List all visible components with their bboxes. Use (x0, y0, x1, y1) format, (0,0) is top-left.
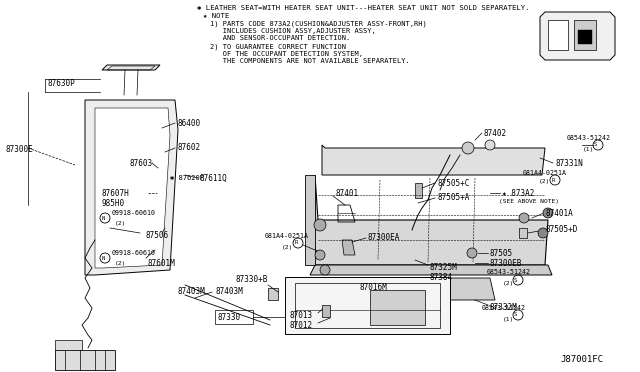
Bar (285, 277, 450, 334)
Text: 87505+A: 87505+A (437, 193, 469, 202)
Polygon shape (95, 108, 170, 268)
Polygon shape (322, 145, 545, 175)
Text: 08543-51242: 08543-51242 (482, 305, 526, 311)
Text: S: S (514, 278, 517, 282)
Text: 985H0: 985H0 (102, 199, 125, 208)
Text: R: R (552, 177, 556, 183)
Text: 1) PARTS CODE 873A2(CUSHION&ADJUSTER ASSY-FRONT,RH): 1) PARTS CODE 873A2(CUSHION&ADJUSTER ASS… (210, 21, 427, 27)
Circle shape (538, 228, 548, 238)
Text: 08543-51242: 08543-51242 (567, 135, 611, 141)
Text: AND SENSOR-OCCUPANT DETECTION.: AND SENSOR-OCCUPANT DETECTION. (210, 35, 350, 41)
Text: (1): (1) (583, 148, 595, 153)
Text: 86400: 86400 (178, 119, 201, 128)
Text: 87401: 87401 (335, 189, 358, 198)
Text: 87505+C: 87505+C (437, 179, 469, 187)
Circle shape (467, 248, 477, 258)
Text: 87602: 87602 (178, 144, 201, 153)
Text: ✱ LEATHER SEAT=WITH HEATER SEAT UNIT---HEATER SEAT UNIT NOT SOLD SEPARATELY.: ✱ LEATHER SEAT=WITH HEATER SEAT UNIT---H… (197, 5, 529, 11)
Bar (370, 290, 425, 325)
Text: (SEE ABOVE NOTE): (SEE ABOVE NOTE) (499, 199, 559, 205)
Text: 87403M: 87403M (178, 288, 205, 296)
Text: 09918-60610: 09918-60610 (112, 210, 156, 216)
Text: 87601M: 87601M (148, 259, 176, 267)
Text: 87630P: 87630P (47, 80, 75, 89)
Text: 87325M: 87325M (430, 263, 458, 273)
Polygon shape (342, 240, 355, 255)
Text: (2): (2) (115, 221, 126, 225)
Text: (2): (2) (503, 282, 515, 286)
Text: 87401A: 87401A (546, 208, 573, 218)
Text: 87505+D: 87505+D (546, 225, 579, 234)
Polygon shape (102, 65, 160, 70)
Polygon shape (540, 12, 615, 60)
Text: (2): (2) (282, 246, 293, 250)
Text: 87330+B: 87330+B (235, 276, 268, 285)
Text: (1): (1) (503, 317, 515, 323)
Circle shape (543, 208, 553, 218)
Text: 2) TO GUARANTEE CORRECT FUNCTION: 2) TO GUARANTEE CORRECT FUNCTION (210, 44, 346, 50)
Text: 87300EA: 87300EA (368, 234, 401, 243)
Bar (574, 20, 596, 50)
Bar (519, 228, 527, 238)
Polygon shape (315, 175, 548, 265)
Text: 87300E: 87300E (5, 145, 33, 154)
Text: 87300EB: 87300EB (490, 259, 522, 267)
Bar (548, 20, 568, 50)
Text: 87016M: 87016M (360, 283, 388, 292)
Text: 87603: 87603 (130, 158, 153, 167)
Text: 87506: 87506 (145, 231, 168, 240)
Text: 87505: 87505 (490, 248, 513, 257)
Polygon shape (435, 278, 495, 300)
Circle shape (519, 213, 529, 223)
Text: 08543-51242: 08543-51242 (487, 269, 531, 275)
Text: 87402: 87402 (484, 128, 507, 138)
Bar (215, 310, 253, 324)
Text: N: N (102, 215, 105, 221)
Text: (2): (2) (539, 180, 550, 185)
Text: S: S (514, 312, 517, 317)
Text: INCLUDES CUSHION ASSY,ADJUSTER ASSY,: INCLUDES CUSHION ASSY,ADJUSTER ASSY, (210, 28, 376, 34)
Polygon shape (268, 288, 278, 300)
Text: 09918-60610: 09918-60610 (112, 250, 156, 256)
Text: R: R (295, 241, 298, 246)
Text: (2): (2) (115, 260, 126, 266)
Circle shape (315, 250, 325, 260)
Text: 081A4-0251A: 081A4-0251A (523, 170, 567, 176)
Text: 87384: 87384 (430, 273, 453, 282)
Circle shape (320, 265, 330, 275)
Circle shape (462, 142, 474, 154)
Text: ✱ 87620P: ✱ 87620P (170, 175, 204, 181)
Text: ★ 873A2: ★ 873A2 (502, 189, 534, 198)
Text: 87611Q: 87611Q (200, 173, 228, 183)
Text: 87332M: 87332M (490, 304, 518, 312)
Text: S: S (594, 142, 597, 148)
Bar (322, 305, 330, 317)
Text: THE COMPONENTS ARE NOT AVAILABLE SEPARATELY.: THE COMPONENTS ARE NOT AVAILABLE SEPARAT… (210, 58, 410, 64)
Text: 87331N: 87331N (555, 158, 583, 167)
Circle shape (314, 219, 326, 231)
Polygon shape (305, 175, 315, 265)
Polygon shape (415, 183, 422, 198)
Text: 87607H: 87607H (102, 189, 130, 198)
Text: 081A4-0251A: 081A4-0251A (265, 233, 309, 239)
Polygon shape (300, 300, 360, 330)
Bar (295, 283, 440, 328)
Polygon shape (85, 100, 178, 275)
Bar (578, 30, 592, 44)
Text: 87330: 87330 (217, 312, 240, 321)
Polygon shape (310, 265, 552, 275)
Text: ★ NOTE: ★ NOTE (203, 13, 229, 19)
Polygon shape (55, 350, 115, 370)
Text: 87403M: 87403M (215, 288, 243, 296)
Text: 87013: 87013 (290, 311, 313, 320)
Circle shape (485, 140, 495, 150)
Text: OF THE OCCUPANT DETECTION SYSTEM,: OF THE OCCUPANT DETECTION SYSTEM, (210, 51, 363, 57)
Text: J87001FC: J87001FC (560, 356, 603, 365)
Text: 87012: 87012 (290, 321, 313, 330)
Polygon shape (55, 340, 82, 350)
Text: N: N (102, 256, 105, 260)
